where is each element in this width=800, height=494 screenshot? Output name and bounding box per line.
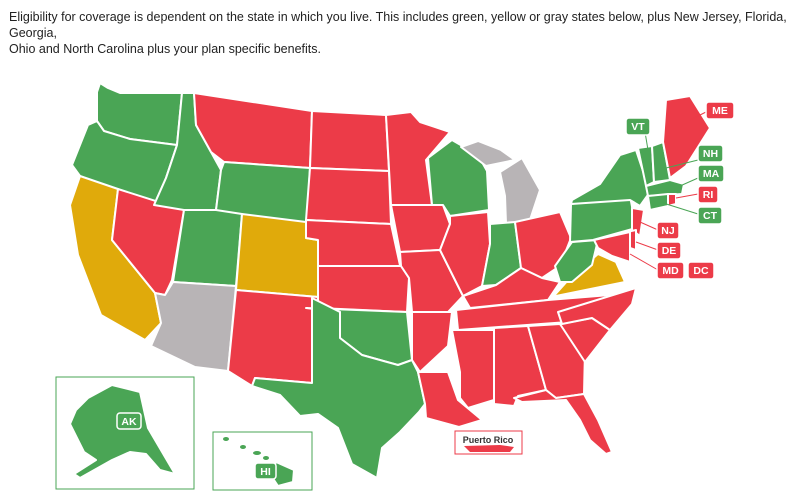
state-nc[interactable]: [557, 287, 637, 331]
tag-ri[interactable]: RI: [697, 185, 719, 204]
tag-ak-text: AK: [121, 416, 137, 428]
state-fl[interactable]: [513, 389, 613, 455]
caption-line-1: Eligibility for coverage is dependent on…: [9, 10, 787, 40]
puerto-rico-label: Puerto Rico: [463, 435, 514, 445]
state-ma[interactable]: [645, 179, 685, 197]
tag-vt[interactable]: VT: [625, 117, 651, 136]
state-ny[interactable]: [570, 149, 651, 207]
eligibility-caption: Eligibility for coverage is dependent on…: [9, 9, 794, 57]
hawaii-inset[interactable]: HI: [212, 431, 313, 491]
tag-dc-text: DC: [693, 265, 709, 277]
state-ak[interactable]: [69, 384, 176, 479]
tag-nh-text: NH: [703, 148, 718, 160]
state-ri[interactable]: [667, 193, 677, 207]
state-ks[interactable]: [317, 265, 410, 313]
state-pr[interactable]: [464, 445, 514, 452]
alaska-inset[interactable]: AK: [55, 376, 195, 490]
state-ne[interactable]: [305, 219, 402, 271]
state-nd[interactable]: [309, 110, 390, 172]
tag-ct[interactable]: CT: [697, 206, 723, 225]
state-nj[interactable]: [631, 207, 645, 237]
state-ms[interactable]: [451, 329, 495, 409]
state-az[interactable]: [150, 281, 237, 372]
tag-de-text: DE: [662, 245, 677, 257]
state-la[interactable]: [417, 371, 483, 428]
label-leader-lines-red: [629, 111, 707, 271]
puerto-rico-inset[interactable]: Puerto Rico: [454, 430, 523, 455]
state-sd[interactable]: [305, 167, 392, 225]
tag-md[interactable]: MD: [656, 261, 685, 280]
tag-ma-text: MA: [703, 168, 720, 180]
state-me[interactable]: [662, 95, 711, 179]
state-ut[interactable]: [172, 209, 243, 287]
state-ar[interactable]: [411, 311, 453, 373]
tag-md-text: MD: [662, 265, 679, 277]
caption-line-2: Ohio and North Carolina plus your plan s…: [9, 42, 321, 56]
state-mi-up[interactable]: [460, 140, 516, 167]
state-nm[interactable]: [227, 289, 319, 387]
tag-dc[interactable]: DC: [687, 261, 715, 280]
tag-hi-text: HI: [260, 466, 271, 478]
tag-me-text: ME: [712, 105, 728, 117]
tag-vt-text: VT: [631, 121, 645, 133]
tag-ct-text: CT: [703, 210, 718, 222]
state-tx[interactable]: [251, 297, 426, 479]
state-mi[interactable]: [499, 157, 541, 225]
tag-me[interactable]: ME: [705, 101, 735, 120]
state-md[interactable]: [593, 231, 631, 263]
tag-ri-text: RI: [703, 189, 714, 201]
state-ct[interactable]: [647, 193, 669, 211]
tag-de[interactable]: DE: [656, 241, 682, 260]
tag-nj-text: NJ: [661, 225, 675, 237]
tag-ma[interactable]: MA: [697, 164, 725, 183]
tag-nh[interactable]: NH: [697, 144, 724, 163]
state-wi[interactable]: [427, 139, 490, 217]
tag-nj[interactable]: NJ: [656, 221, 680, 240]
